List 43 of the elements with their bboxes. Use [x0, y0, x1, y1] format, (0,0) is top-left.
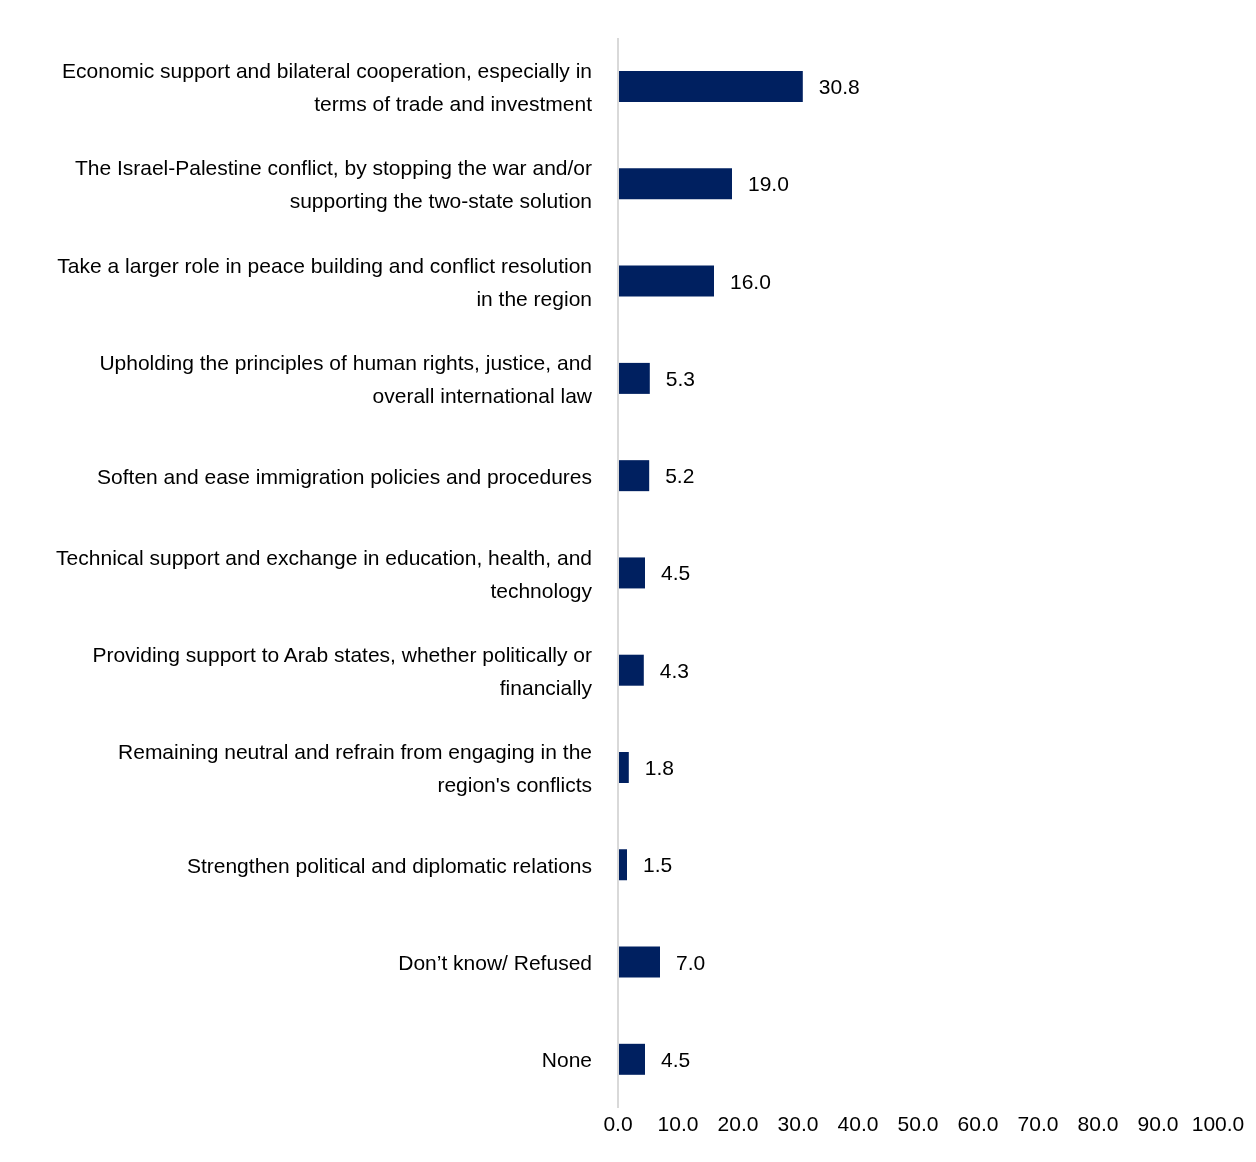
data-label: 1.8	[644, 755, 674, 779]
x-tick-label: 70.0	[1017, 1111, 1059, 1135]
bar	[618, 168, 732, 200]
x-tick-label: 100.0	[1191, 1111, 1245, 1135]
data-label: 19.0	[748, 172, 789, 196]
data-label: 4.3	[659, 658, 689, 682]
y-tick-label: Soften and ease immigration policies and procedures	[97, 464, 592, 488]
data-label: 7.0	[676, 950, 706, 974]
x-tick-label: 50.0	[897, 1111, 939, 1135]
y-tick-label: Strengthen political and diplomatic relations	[186, 853, 592, 877]
bar	[618, 557, 645, 589]
bar	[618, 460, 650, 492]
y-tick-label: Remaining neutral and refrain from engaging in the region's conflicts	[118, 739, 592, 796]
y-tick-label: Take a larger role in peace building and conflict resolution in the region	[57, 253, 592, 310]
y-tick-label: Providing support to Arab states, whether politically or financially	[92, 642, 593, 699]
data-label: 30.8	[818, 75, 860, 99]
bar	[618, 1043, 645, 1075]
x-tick-label: 60.0	[957, 1111, 999, 1135]
data-label: 16.0	[730, 269, 771, 293]
data-label: 1.5	[643, 853, 673, 877]
x-tick-label: 40.0	[837, 1111, 879, 1135]
x-tick-label: 30.0	[777, 1111, 819, 1135]
data-label: 4.5	[661, 1047, 691, 1071]
y-tick-label: The Israel-Palestine conflict, by stopping the war and/or supporting the two-state solution	[74, 155, 592, 212]
data-label: 5.3	[665, 366, 695, 390]
x-tick-label: 90.0	[1137, 1111, 1179, 1135]
bar	[618, 362, 650, 394]
x-tick-label: 20.0	[717, 1111, 759, 1135]
bar	[618, 71, 803, 103]
x-tick-label: 80.0	[1077, 1111, 1119, 1135]
y-tick-label: Technical support and exchange in education, health, and technology	[56, 545, 593, 601]
y-tick-label: Upholding the principles of human rights, justice, and overall international law	[99, 350, 593, 407]
bar	[618, 265, 714, 297]
data-label: 4.5	[661, 561, 691, 585]
y-tick-label: None	[541, 1047, 592, 1071]
bar	[618, 654, 644, 686]
x-tick-label: 0.0	[603, 1111, 633, 1135]
bar	[618, 946, 660, 978]
y-tick-label: Economic support and bilateral cooperation, especially in terms of trade and investment	[62, 58, 593, 115]
bar	[618, 751, 629, 783]
x-tick-label: 10.0	[657, 1111, 699, 1135]
data-label: 5.2	[665, 464, 695, 488]
y-tick-label: Don’t know/ Refused	[398, 950, 592, 974]
